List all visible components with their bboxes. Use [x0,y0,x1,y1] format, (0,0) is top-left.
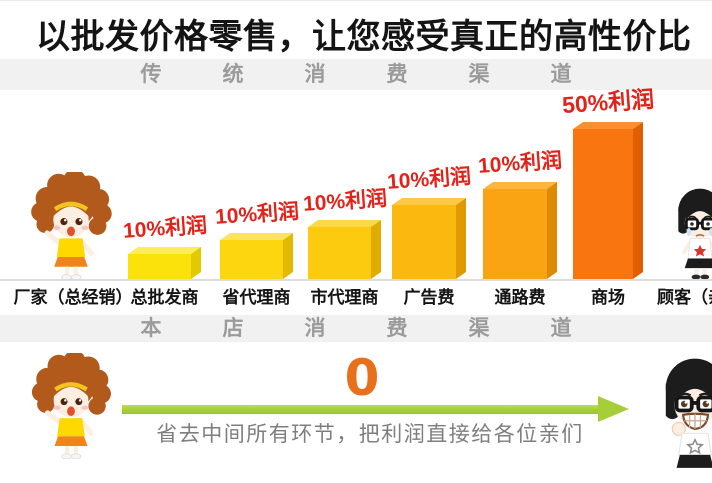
bar-front-face [483,189,547,279]
profit-bar: 50%利润 [561,86,655,279]
profit-bar: 10%利润 [477,149,563,279]
bar-side-face [283,233,293,279]
band-store-label: 本店消费渠道 [140,317,633,340]
band-traditional-label: 传统消费渠道 [140,63,633,86]
bar-side-face [371,220,381,279]
profit-chart: 10%利润 10%利润 10%利润 10%利润 10%利润 50%利润 [0,86,712,281]
zero-middlemen-value: 0 [344,349,380,407]
bar-top-face [308,220,381,227]
profit-bar: 10%利润 [214,200,299,279]
bar-top-face [128,247,201,254]
bar-front-face [573,129,633,279]
promo-page: { "title": "以批发价格零售，让您感受真正的高性价比", "bands… [0,0,712,470]
bar-value-label: 10%利润 [213,200,300,229]
profit-bar: 10%利润 [302,187,387,279]
bar-top-face [573,122,643,129]
band-store-channel: 本店消费渠道 [0,315,712,342]
endpoint-label-factory: 厂家（总经销） [13,288,133,307]
bar-side-face [547,182,557,279]
bar-value-label: 10%利润 [477,149,563,178]
bar-category-label: 商场 [591,288,625,307]
bar-value-label: 50%利润 [561,85,655,119]
green-arrow-head-icon [598,396,629,422]
bar-category-label: 市代理商 [310,288,379,307]
bar-top-face [483,182,557,189]
bar-top-face [220,233,293,240]
bar-value-label: 10%利润 [121,214,208,243]
bar-value-label: 10%利润 [386,165,472,194]
endpoint-label-customer: 顾客（亲 [657,288,712,307]
band-traditional-channel: 传统消费渠道 [0,59,712,90]
bar-category-label: 通路费 [494,288,546,307]
bar-category-label: 总批发商 [130,288,199,307]
bar-side-face [633,122,643,279]
bar-top-face [392,198,466,205]
bar-front-face [308,227,371,279]
profit-bar: 10%利润 [386,165,472,279]
profit-bar: 10%利润 [122,214,207,279]
green-arrow-shaft [122,405,599,414]
bar-front-face [220,240,283,279]
happy-customer-mascot-illustration [634,351,712,483]
store-channel-caption: 省去中间所有环节，把利润直接给各位亲们 [156,423,584,446]
bar-front-face [392,205,456,279]
bar-category-label: 广告费 [403,288,455,307]
page-title: 以批发价格零售，让您感受真正的高性价比 [36,18,692,56]
bar-side-face [191,247,201,279]
bar-category-label: 省代理商 [222,288,291,307]
bar-front-face [128,254,191,279]
bar-side-face [456,198,466,279]
bar-value-label: 10%利润 [301,187,388,216]
